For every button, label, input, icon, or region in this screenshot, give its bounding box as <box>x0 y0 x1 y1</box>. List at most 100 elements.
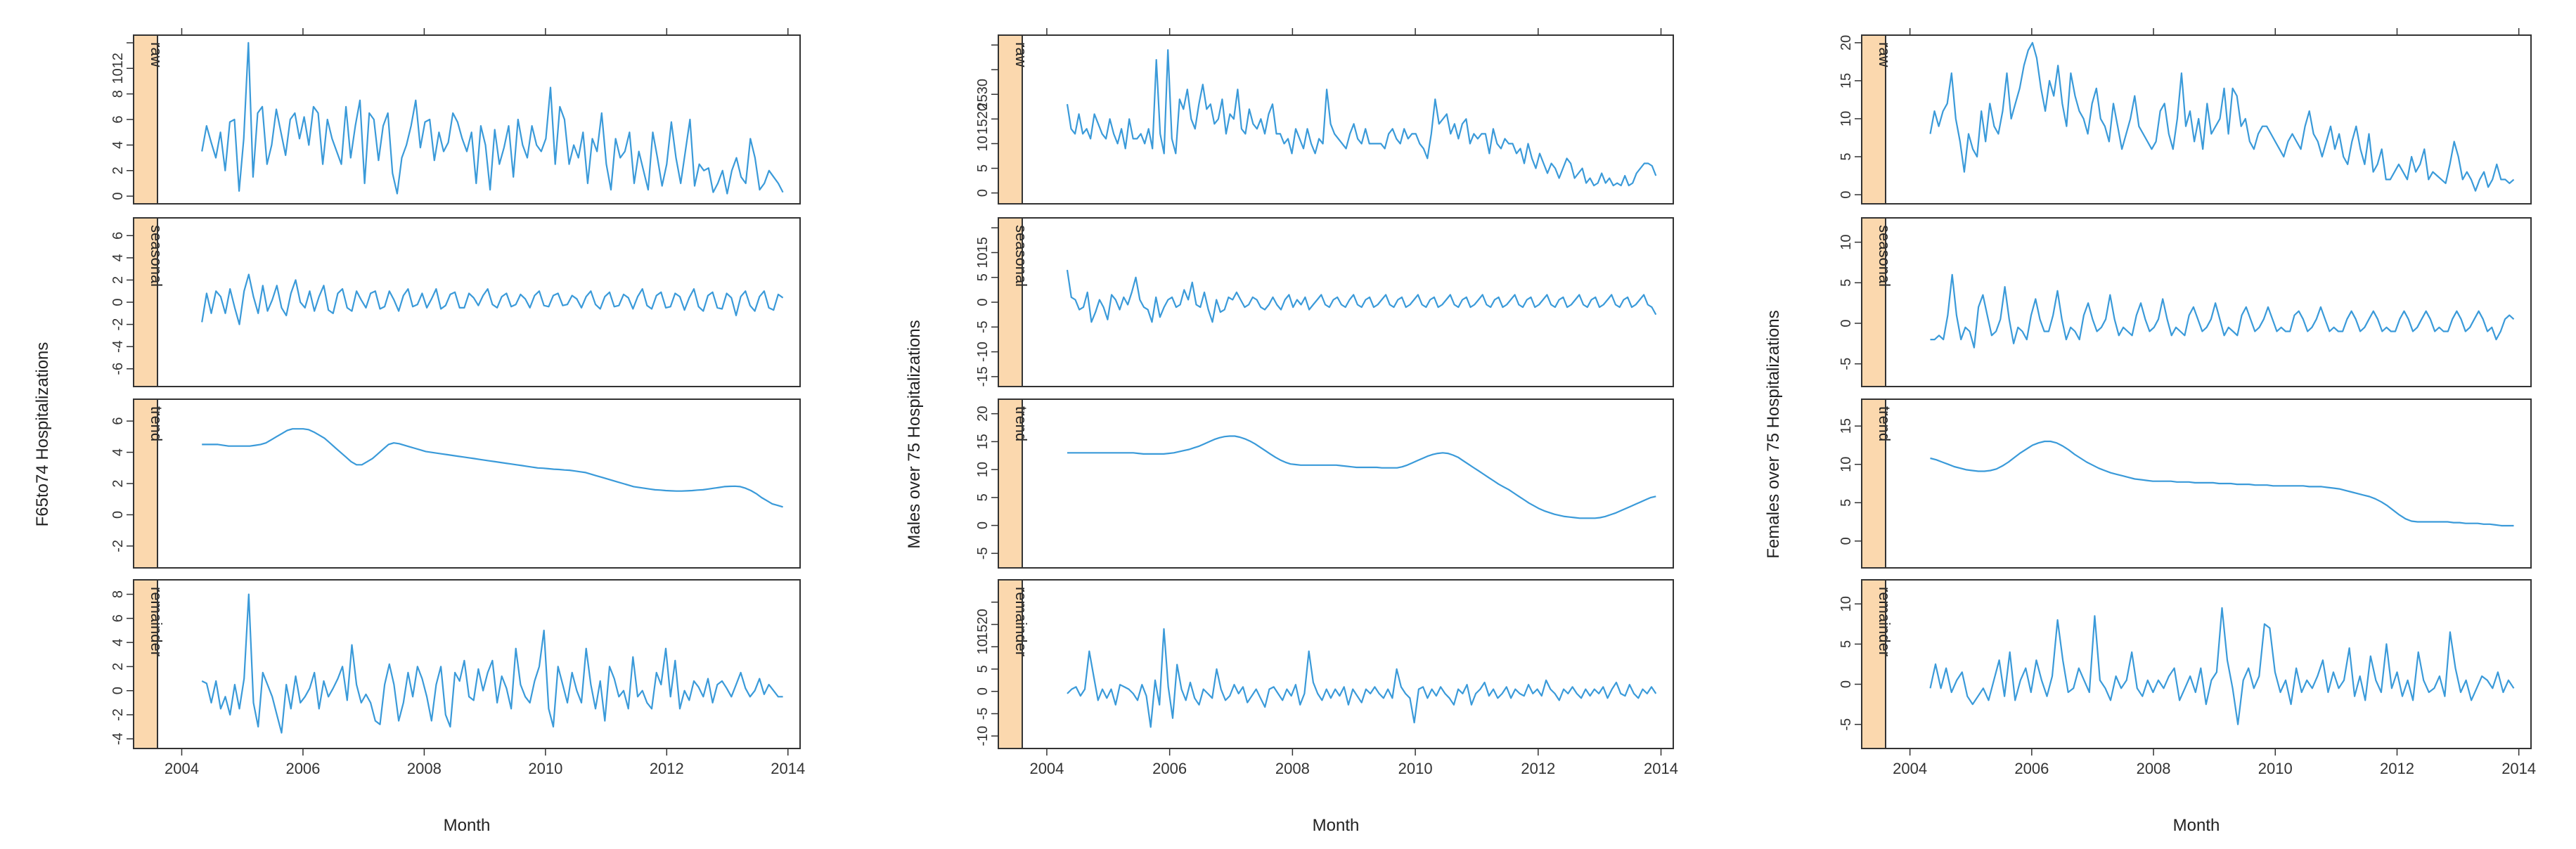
panels-group: raw051015202530seasonal-15-10-5051015tre… <box>975 28 1678 777</box>
x-tick-label: 2014 <box>2501 760 2536 777</box>
y-tick-label: -5 <box>975 320 991 333</box>
x-tick-label: 2006 <box>1152 760 1187 777</box>
y-tick-label: -10 <box>975 726 991 746</box>
y-tick-label: 5 <box>975 665 991 673</box>
y-tick-label: 5 <box>1838 153 1854 160</box>
panel-frame <box>1885 398 2532 569</box>
panel-strip <box>133 579 158 749</box>
x-tick-label: 2012 <box>1521 760 1555 777</box>
y-tick-label: 5 <box>1838 279 1854 287</box>
x-tick-label: 2004 <box>1029 760 1064 777</box>
y-tick-label: 4 <box>110 254 126 261</box>
chart-xlabel: Month <box>1313 816 1360 835</box>
y-tick-label: -5 <box>1838 358 1854 370</box>
panel-strip <box>133 34 158 205</box>
y-tick-label: 8 <box>110 590 126 598</box>
y-tick-label: 15 <box>975 434 991 449</box>
y-tick-label: 10 <box>1838 457 1854 472</box>
y-tick-label: -15 <box>975 366 991 387</box>
y-tick-label: 6 <box>110 232 126 240</box>
y-tick-label: 5 <box>975 164 991 172</box>
chart-xlabel: Month <box>2173 816 2220 835</box>
panel-frame <box>1885 579 2532 749</box>
y-tick-label: -5 <box>975 708 991 720</box>
panel-strip <box>998 34 1023 205</box>
panel-frame <box>157 579 801 749</box>
panel-strip <box>998 217 1023 387</box>
series-line-raw <box>201 41 784 195</box>
panel-raw: raw 0 5 10 15 20 <box>1838 28 2532 205</box>
y-tick-label: 6 <box>110 417 126 425</box>
panel-seasonal: seasonal -6 -4 -2 0 2 4 6 <box>110 217 801 387</box>
y-tick-label: 5 <box>1838 640 1854 648</box>
panel-strip-label: remainder <box>148 587 165 656</box>
panel-trend: trend -5 0 5 10 15 20 <box>975 398 1674 569</box>
chart-females-over-75: Females over 75 Hospitalizations Month r… <box>1764 28 2536 835</box>
x-tick-label: 2014 <box>771 760 805 777</box>
panel-strip-label: trend <box>1012 406 1030 441</box>
x-tick-label: 2012 <box>2380 760 2414 777</box>
series-line-remainder <box>201 593 783 734</box>
x-tick-label: 2014 <box>1644 760 1678 777</box>
y-tick-label: 0 <box>1838 319 1854 327</box>
y-tick-label: 1520 <box>975 609 991 640</box>
y-tick-label: 10 <box>1838 234 1854 249</box>
panel-frame <box>1885 34 2532 205</box>
y-tick-label: 0 <box>975 189 991 197</box>
panel-strip-label: raw <box>1876 42 1893 67</box>
y-tick-label: 10 <box>1838 596 1854 611</box>
panel-frame <box>1022 579 1674 749</box>
series-line-remainder <box>1929 607 2515 725</box>
series-line-seasonal <box>1930 273 2515 349</box>
y-tick-label: 5 <box>1838 499 1854 507</box>
x-tick-label: 2008 <box>1275 760 1310 777</box>
panel-strip <box>1861 398 1886 569</box>
y-tick-label: 10 <box>1838 111 1854 127</box>
y-tick-label: 0 <box>110 511 126 519</box>
series-line-trend <box>202 428 783 508</box>
panel-seasonal: seasonal -15 -10 -5 0 5 1015 <box>975 217 1674 387</box>
panels-group: raw 0 2 4 6 8 1012 seasonal -6 -4 -2 0 2 4 6 trend -2 0 2 4… <box>110 28 805 777</box>
x-tick-label: 2010 <box>2258 760 2293 777</box>
y-tick-label: 0 <box>1838 190 1854 198</box>
y-tick-label: 15 <box>1838 73 1854 89</box>
y-tick-label: 0 <box>975 521 991 529</box>
y-tick-label: -2 <box>110 540 126 552</box>
panel-strip-label: raw <box>1012 42 1030 67</box>
panel-strip-label: remainder <box>1012 587 1030 656</box>
x-tick-label: 2012 <box>650 760 684 777</box>
y-tick-label: 0 <box>110 193 126 200</box>
y-tick-label: -4 <box>110 340 126 353</box>
panel-strip <box>133 217 158 387</box>
panel-frame <box>1885 217 2532 387</box>
y-tick-label: 2530 <box>975 79 991 110</box>
y-tick-label: 0 <box>1838 680 1854 688</box>
y-tick-label: 1012 <box>110 53 126 84</box>
panel-strip <box>1861 217 1886 387</box>
panel-strip-label: seasonal <box>1876 225 1893 287</box>
x-tick-label: 2008 <box>407 760 442 777</box>
y-tick-label: 1520 <box>975 103 991 135</box>
y-tick-label: 6 <box>110 115 126 123</box>
y-tick-label: 15 <box>1838 418 1854 434</box>
y-tick-label: 0 <box>110 298 126 306</box>
panel-remainder: remainder -5 0 5 10 2004 2006 2008 2010 2012 2014 <box>1838 579 2536 777</box>
panel-seasonal: seasonal -5 0 5 10 <box>1838 217 2532 387</box>
series-line-remainder <box>1067 628 1657 728</box>
y-tick-label: 2 <box>110 276 126 284</box>
series-line-raw <box>1929 41 2515 192</box>
chart-ylabel: F65to74 Hospitalizations <box>33 342 52 527</box>
y-tick-label: -4 <box>110 732 126 745</box>
series-line-raw <box>1066 48 1657 187</box>
y-tick-label: 0 <box>110 687 126 694</box>
series-line-seasonal <box>201 273 784 325</box>
y-tick-label: 2 <box>110 167 126 174</box>
y-tick-label: 8 <box>110 90 126 98</box>
y-tick-label: 0 <box>975 298 991 306</box>
x-tick-label: 2006 <box>2014 760 2049 777</box>
panel-frame <box>157 398 801 569</box>
